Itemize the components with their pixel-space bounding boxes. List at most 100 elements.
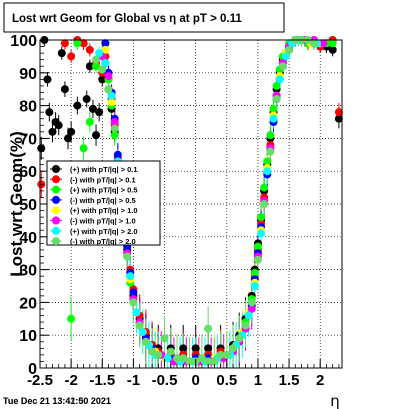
y-tick-label: 90 (19, 66, 37, 83)
y-tick-label: 50 (19, 197, 37, 214)
data-point (101, 58, 110, 67)
data-point (104, 72, 113, 81)
x-tick-label: 0 (191, 372, 199, 389)
data-point (235, 334, 244, 343)
title-box: Lost wrt Geom for Global vs η at pT > 0.… (3, 2, 285, 33)
data-point (126, 272, 135, 281)
data-point (278, 62, 287, 71)
data-point (179, 344, 188, 353)
data-point (260, 183, 269, 192)
data-point (92, 55, 101, 64)
y-tick-label: 0 (28, 361, 37, 378)
data-point (60, 85, 69, 94)
data-point (67, 52, 76, 61)
data-point (253, 242, 262, 251)
data-point (79, 144, 88, 153)
legend-entry-label: (-) with pT/|q| > 0.1 (70, 175, 136, 184)
x-tick-label: -1.5 (89, 372, 115, 389)
data-point (110, 124, 119, 133)
data-point (204, 344, 213, 353)
data-point (101, 39, 110, 48)
data-point (98, 65, 107, 74)
data-point (328, 45, 337, 54)
data-point (95, 108, 104, 117)
data-point (263, 157, 272, 166)
data-point (216, 350, 225, 359)
data-point (334, 108, 343, 117)
legend-entry-label: (+) with pT/|q| > 0.5 (70, 186, 138, 195)
x-tick-label: 0.5 (216, 372, 237, 389)
data-point (166, 347, 175, 356)
x-tick-label: 2 (316, 372, 324, 389)
data-point (73, 39, 82, 48)
data-point (141, 337, 150, 346)
data-point (85, 62, 94, 71)
data-point (82, 95, 91, 104)
data-point (319, 39, 328, 48)
x-tick-label: 1.5 (279, 372, 300, 389)
data-point (247, 304, 256, 313)
y-tick-label: 20 (19, 295, 37, 312)
data-point (45, 108, 54, 117)
data-point (57, 49, 66, 58)
y-tick-label: 80 (19, 99, 37, 116)
data-point (129, 288, 138, 297)
x-axis-label: η (330, 392, 340, 409)
data-point (92, 131, 101, 140)
chart-title: Lost wrt Geom for Global vs η at pT > 0.… (12, 13, 242, 25)
data-point (79, 39, 88, 48)
data-point (88, 104, 97, 113)
legend: (+) with pT/|q| > 0.1(-) with pT/|q| > 0… (46, 160, 161, 246)
data-point (260, 200, 269, 208)
legend-entry-label: (-) with pT/|q| > 0.5 (70, 196, 136, 205)
axes: -2.5 -2 -1.5 -1 -0.5 0 0.5 1 1.5 2010203040506070… (10, 33, 340, 389)
data-point (281, 52, 290, 61)
data-point (285, 45, 294, 54)
data-point (241, 321, 250, 330)
y-tick-label: 70 (19, 131, 37, 148)
data-point (104, 85, 113, 94)
x-tick-label: -0.5 (152, 372, 178, 389)
data-point (272, 81, 281, 90)
y-tick-label: 100 (10, 33, 37, 50)
data-point (101, 45, 110, 54)
legend-entry-label: (+) with pT/|q| > 0.1 (70, 165, 138, 174)
data-point (107, 91, 116, 100)
data-point (179, 354, 188, 363)
data-point (123, 252, 132, 261)
data-point (334, 114, 343, 123)
data-point (163, 354, 172, 363)
legend-entry-label: (-) with pT/|q| > 1.0 (70, 217, 136, 226)
data-point (132, 308, 141, 317)
data-point (197, 354, 206, 363)
data-point (129, 298, 138, 307)
data-point (266, 147, 275, 156)
y-tick-label: 30 (19, 263, 37, 280)
data-point (309, 39, 318, 48)
data-point (229, 344, 238, 353)
data-point (54, 121, 63, 130)
data-point (60, 39, 69, 48)
data-point (210, 357, 219, 366)
data-point (110, 118, 119, 126)
data-point (247, 298, 256, 307)
data-point (48, 127, 57, 136)
data-point (222, 350, 231, 359)
data-point (154, 350, 163, 359)
data-point (257, 229, 266, 238)
data-point (135, 321, 144, 330)
data-point (67, 127, 76, 136)
legend-entry-label: (-) with pT/|q| > 2.0 (70, 237, 136, 246)
data-point (67, 314, 76, 323)
data-point (73, 101, 82, 110)
legend-entry-label: (+) with pT/|q| > 2.0 (70, 227, 138, 236)
data-point (328, 39, 337, 48)
data-point (185, 357, 194, 366)
data-point (253, 255, 262, 264)
x-tick-label: 1 (254, 372, 262, 389)
x-tick-label: -1 (127, 372, 140, 389)
data-point (98, 75, 107, 84)
data-point (172, 354, 181, 363)
